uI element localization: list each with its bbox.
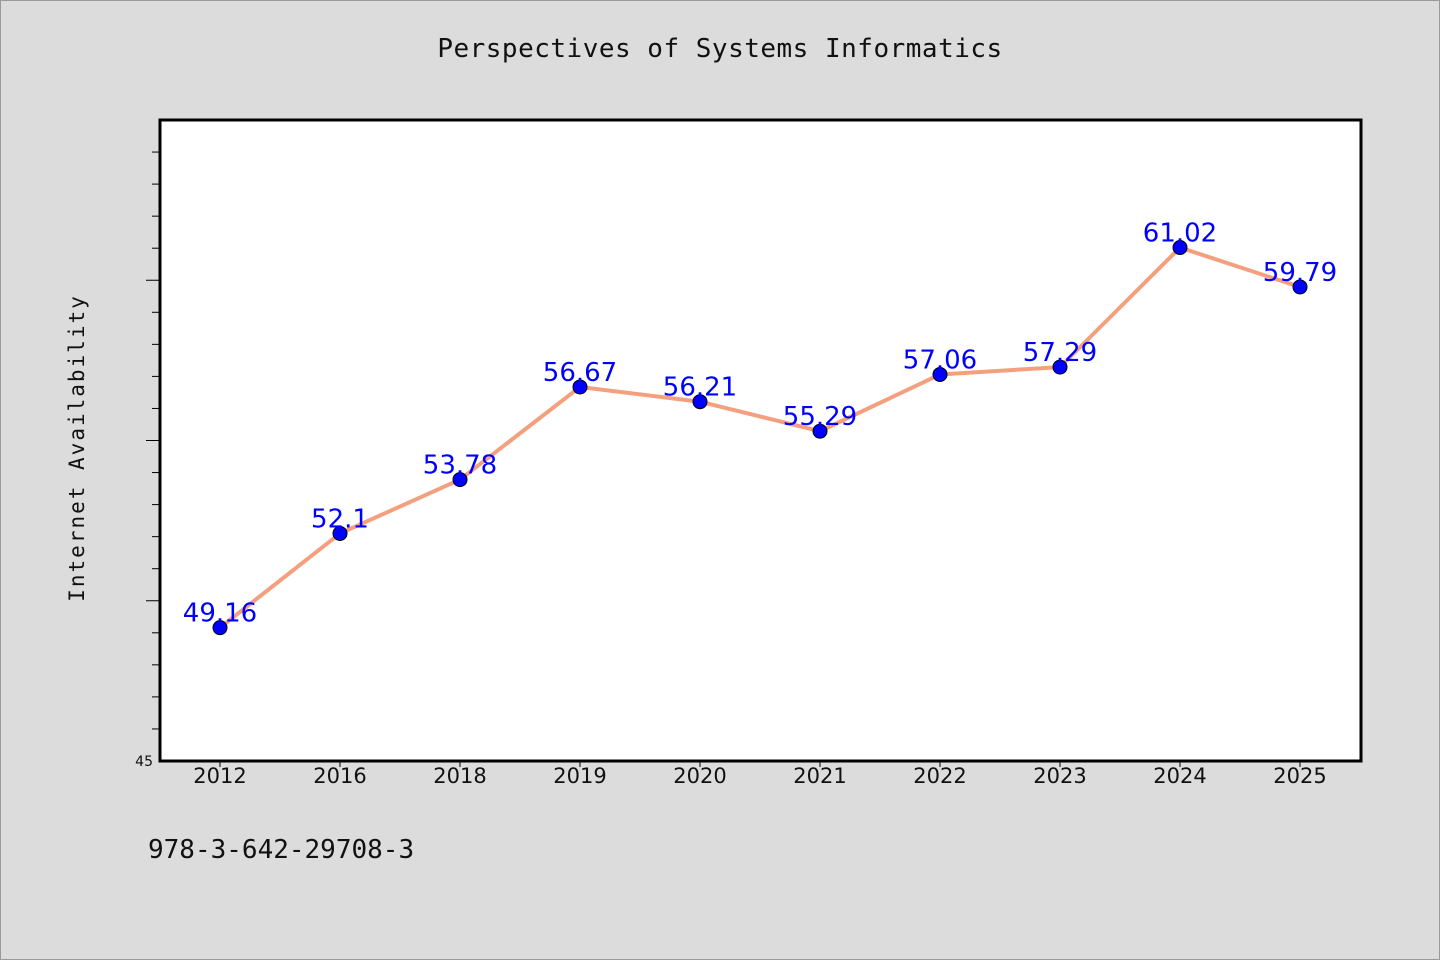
data-point bbox=[1172, 240, 1188, 256]
data-points bbox=[212, 240, 1308, 636]
x-tick-label: 2019 bbox=[553, 764, 606, 788]
data-label: 53.78 bbox=[423, 451, 497, 481]
data-point bbox=[452, 472, 468, 488]
data-label: 59.79 bbox=[1263, 258, 1337, 288]
data-point bbox=[932, 366, 948, 382]
data-labels: 49.16 52.1 53.78 56.67 56.21 55.29 57.06 57.29 6… bbox=[183, 219, 1337, 629]
x-tick-label: 2018 bbox=[433, 764, 486, 788]
data-label: 56.21 bbox=[663, 373, 737, 403]
x-tick-label: 2021 bbox=[793, 764, 846, 788]
x-tick-label: 2022 bbox=[913, 764, 966, 788]
x-tick-label: 2016 bbox=[313, 764, 366, 788]
data-point bbox=[1292, 279, 1308, 295]
chart-title: Perspectives of Systems Informatics bbox=[437, 34, 1003, 64]
y-tick-label: 45 bbox=[135, 754, 153, 770]
x-tick-label: 2025 bbox=[1273, 764, 1326, 788]
data-label: 52.1 bbox=[311, 504, 369, 534]
data-point bbox=[332, 525, 348, 541]
data-label: 61.02 bbox=[1143, 219, 1217, 249]
y-axis-ticks bbox=[146, 151, 160, 730]
data-label: 57.06 bbox=[903, 345, 977, 375]
data-point bbox=[572, 379, 588, 395]
x-tick-label: 2024 bbox=[1153, 764, 1206, 788]
data-label: 57.29 bbox=[1023, 338, 1097, 368]
y-axis-label: Internet Availability bbox=[65, 294, 89, 602]
data-label: 55.29 bbox=[783, 402, 857, 432]
plot-area bbox=[158, 118, 1363, 763]
x-axis-tick-labels: 2012 2016 2018 2019 2020 2021 2022 2023 2024 2025 bbox=[193, 761, 1327, 788]
data-point bbox=[812, 423, 828, 439]
series-line bbox=[218, 245, 1301, 630]
data-label: 56.67 bbox=[543, 358, 617, 388]
data-point bbox=[1052, 359, 1068, 375]
data-point bbox=[692, 394, 708, 410]
x-tick-label: 2023 bbox=[1033, 764, 1086, 788]
footer-isbn: 978-3-642-29708-3 bbox=[148, 835, 415, 865]
data-point bbox=[212, 620, 228, 636]
x-tick-label: 2020 bbox=[673, 764, 726, 788]
x-tick-label: 2012 bbox=[193, 764, 246, 788]
data-label: 49.16 bbox=[183, 599, 257, 629]
